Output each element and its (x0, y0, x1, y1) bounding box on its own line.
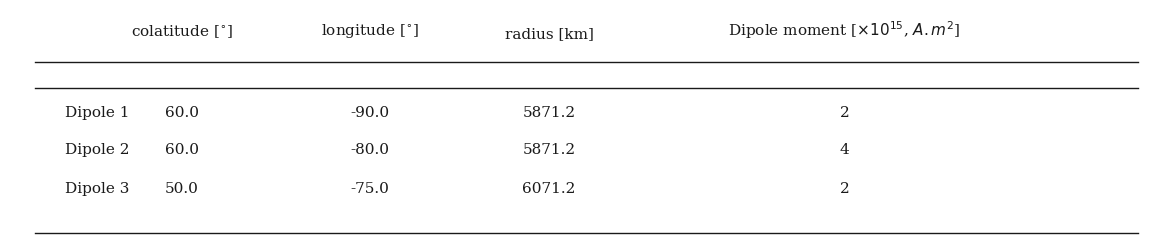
Text: longitude [$^{\circ}$]: longitude [$^{\circ}$] (320, 23, 419, 41)
Text: 60.0: 60.0 (165, 143, 198, 157)
Text: colatitude [$^{\circ}$]: colatitude [$^{\circ}$] (130, 24, 233, 41)
Text: 2: 2 (840, 182, 849, 196)
Text: Dipole 3: Dipole 3 (65, 182, 129, 196)
Text: 6071.2: 6071.2 (522, 182, 576, 196)
Text: Dipole 2: Dipole 2 (65, 143, 129, 157)
Text: -75.0: -75.0 (350, 182, 389, 196)
Text: 4: 4 (840, 143, 849, 157)
Text: 60.0: 60.0 (165, 106, 198, 120)
Text: 5871.2: 5871.2 (522, 143, 576, 157)
Text: Dipole moment [$\times10^{15}$, $A.m^{2}$]: Dipole moment [$\times10^{15}$, $A.m^{2}… (728, 19, 961, 41)
Text: 5871.2: 5871.2 (522, 106, 576, 120)
Text: 50.0: 50.0 (165, 182, 198, 196)
Text: -90.0: -90.0 (350, 106, 389, 120)
Text: radius [km]: radius [km] (504, 27, 594, 41)
Text: 2: 2 (840, 106, 849, 120)
Text: Dipole 1: Dipole 1 (65, 106, 129, 120)
Text: -80.0: -80.0 (350, 143, 389, 157)
